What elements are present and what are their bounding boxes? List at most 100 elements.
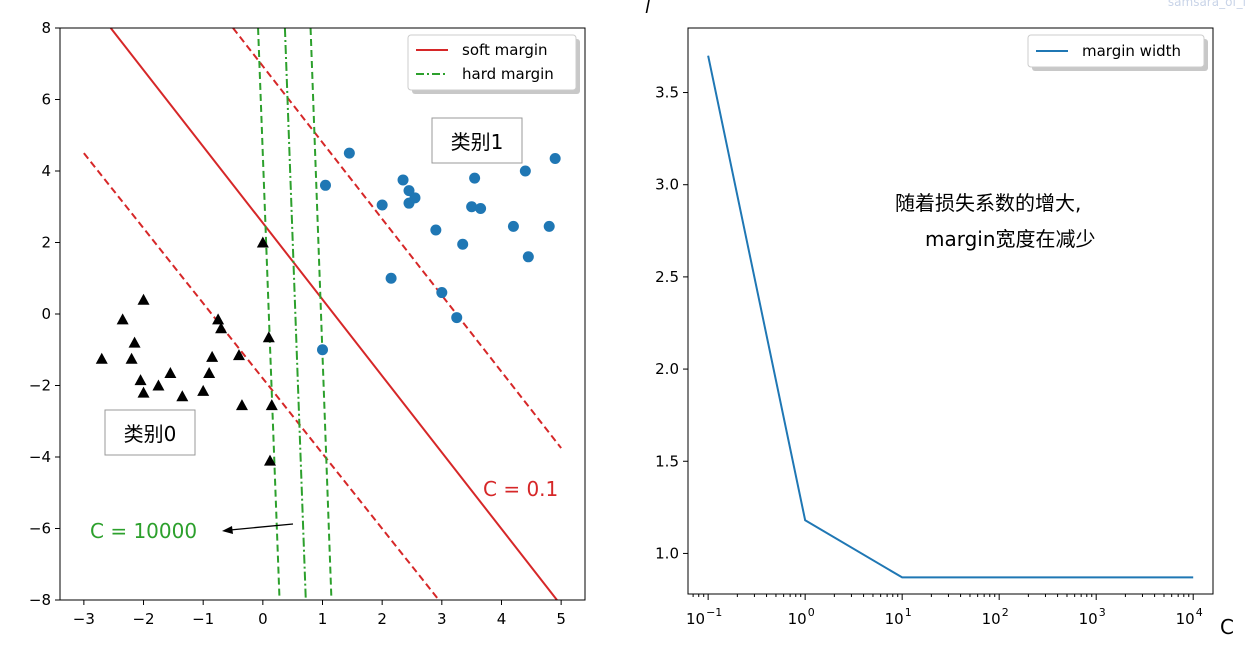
c-hard-annotation: C = 10000 (90, 519, 197, 543)
class0-point (206, 350, 219, 362)
class0-point (212, 313, 225, 325)
class1-point (376, 199, 388, 211)
left-y-ticks: −8 −6 −4 −2 0 2 4 6 8 (29, 19, 60, 609)
log-tick-label: 102 (982, 606, 1009, 628)
log-tick-exponent: 0 (808, 606, 815, 619)
class1-point (469, 172, 481, 184)
x-tick-label: 2 (377, 610, 387, 628)
class0-point (256, 236, 269, 248)
class1-point (436, 287, 448, 299)
log-tick-label: 103 (1079, 606, 1106, 628)
class1-point (519, 165, 531, 177)
log-tick-label: 104 (1176, 606, 1203, 628)
class1-point (475, 203, 487, 215)
watermark: samsara_of_l (1168, 0, 1246, 9)
left-plot-frame (59, 27, 586, 601)
class0-point (164, 366, 177, 378)
line-soft-center (109, 27, 558, 601)
y-tick-label: −4 (29, 448, 51, 466)
x-tick-label: 4 (497, 610, 507, 628)
left-lines-layer (83, 27, 562, 601)
right-x-ticks: 10−1 100 101 102 103 104 (686, 594, 1203, 628)
class1-point (430, 224, 442, 236)
y-tick-label: −6 (29, 520, 51, 538)
y-tick-label: 4 (41, 162, 51, 180)
class1-point (466, 201, 478, 213)
class0-point (116, 313, 129, 325)
class0-point (134, 374, 147, 386)
right-xlabel: C (1220, 615, 1234, 639)
class1-point (317, 344, 328, 356)
class1-point (397, 174, 409, 186)
y-tick-label: 0 (41, 305, 51, 323)
legend-soft-label: soft margin (462, 41, 548, 59)
y-tick-label: 1.0 (655, 544, 679, 562)
class0-point (95, 352, 108, 364)
class1-point (451, 312, 463, 324)
c-soft-annotation: C = 0.1 (483, 477, 558, 501)
x-tick-label: −2 (132, 610, 154, 628)
log-tick-label: 10−1 (686, 606, 722, 628)
legend-margin-label: margin width (1082, 42, 1181, 60)
log-tick-exponent: 4 (1196, 606, 1203, 619)
y-tick-label: 6 (41, 91, 51, 109)
class0-point (265, 399, 278, 411)
y-tick-label: 2.5 (655, 268, 679, 286)
y-tick-label: 8 (41, 19, 51, 37)
class1-point (549, 152, 561, 164)
right-legend: margin width (1027, 34, 1208, 71)
y-tick-label: 3.0 (655, 176, 679, 194)
line-soft-lower (83, 152, 440, 601)
line-hard-right (309, 27, 333, 601)
line-hard-center (283, 27, 307, 601)
class0-point (215, 322, 228, 334)
left-x-ticks: −3 −2 −1 0 1 2 3 4 5 (73, 600, 566, 628)
x-tick-label: −1 (192, 610, 214, 628)
class0-point (197, 384, 210, 396)
class1-point (522, 251, 534, 263)
x-tick-label: 3 (437, 610, 447, 628)
log-tick-label: 100 (788, 606, 815, 628)
x-tick-label: 5 (556, 610, 566, 628)
class0-point (262, 331, 275, 343)
y-tick-label: 3.5 (655, 84, 679, 102)
legend-hard-label: hard margin (462, 65, 554, 83)
class0-label: 类别0 (124, 422, 177, 446)
log-tick-exponent: −1 (706, 606, 722, 619)
class1-label: 类别1 (451, 130, 504, 154)
x-tick-label: −3 (73, 610, 95, 628)
class0-point (203, 366, 216, 378)
y-tick-label: 2.0 (655, 360, 679, 378)
right-ylabel: l (645, 0, 650, 18)
class0-point (125, 352, 138, 364)
right-plot-frame (687, 27, 1214, 595)
log-tick-exponent: 3 (1099, 606, 1106, 619)
left-svm-plot: −3 −2 −1 0 1 2 3 4 5 −8 −6 −4 −2 0 2 4 6 8 类别1 类别0 C = 0… (29, 19, 586, 628)
line-hard-left (257, 27, 281, 601)
class0-point (176, 390, 189, 402)
x-tick-label: 0 (258, 610, 268, 628)
class1-point (385, 272, 397, 284)
class1-point (319, 179, 331, 191)
class1-point (507, 220, 519, 232)
class1-label-box: 类别1 (431, 117, 523, 164)
class1-point (457, 238, 469, 250)
left-points-layer (95, 147, 561, 466)
annotation-line-1: 随着损失系数的增大, (895, 191, 1081, 215)
class0-point (137, 293, 150, 305)
class0-point (232, 349, 245, 361)
annotation-line-2: margin宽度在减少 (925, 227, 1096, 251)
log-tick-label: 101 (885, 606, 912, 628)
class0-point (128, 336, 141, 348)
y-tick-label: −2 (29, 377, 51, 395)
class0-point (264, 454, 276, 466)
class1-point (543, 220, 555, 232)
margin-width-line (707, 55, 1194, 579)
class0-label-box: 类别0 (104, 409, 196, 456)
log-tick-exponent: 2 (1002, 606, 1009, 619)
class0-point (152, 379, 165, 391)
y-tick-label: 1.5 (655, 452, 679, 470)
c-hard-arrow (222, 523, 294, 534)
class0-point (137, 386, 150, 398)
